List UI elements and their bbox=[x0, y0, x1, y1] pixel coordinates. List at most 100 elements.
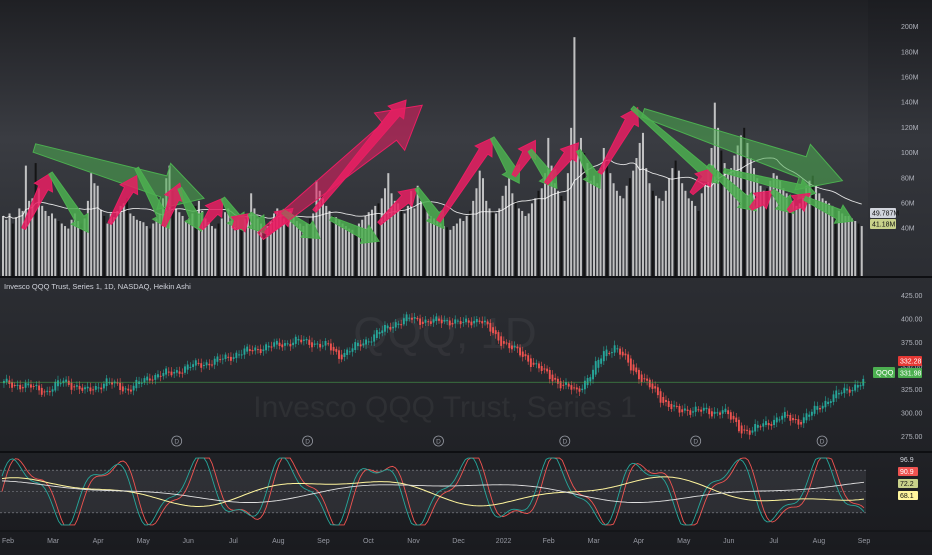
candle-body bbox=[38, 385, 41, 391]
symbol-badge-text: QQQ bbox=[876, 368, 894, 377]
candle-body bbox=[400, 324, 403, 326]
volume-bar bbox=[785, 193, 788, 276]
candle-body bbox=[681, 409, 684, 413]
dividend-marker[interactable] bbox=[559, 435, 571, 447]
candle-body bbox=[416, 317, 419, 320]
volume-bar bbox=[109, 213, 112, 276]
volume-bar bbox=[348, 228, 351, 276]
volume-bar bbox=[184, 221, 187, 276]
volume-bar bbox=[31, 198, 34, 276]
candle-body bbox=[813, 405, 816, 414]
time-axis-tick: Sep bbox=[317, 538, 330, 545]
dividend-marker[interactable] bbox=[816, 435, 828, 447]
candle-body bbox=[621, 351, 624, 356]
volume-bar bbox=[423, 205, 426, 276]
candle-body bbox=[456, 320, 459, 322]
volume-bar bbox=[465, 215, 468, 276]
candle-body bbox=[432, 319, 435, 323]
price-axis-tick: 300.00 bbox=[901, 410, 923, 417]
candle-body bbox=[608, 352, 611, 354]
dividend-marker[interactable] bbox=[690, 435, 702, 447]
volume-bar bbox=[847, 215, 850, 276]
candle-body bbox=[351, 348, 354, 352]
candle-body bbox=[427, 321, 430, 323]
volume-bar bbox=[632, 170, 635, 276]
volume-bar bbox=[782, 188, 785, 276]
up-trend-arrow bbox=[107, 174, 139, 226]
dividend-marker-label: D bbox=[174, 439, 179, 446]
volume-bar bbox=[690, 200, 693, 276]
candle-body bbox=[859, 385, 862, 387]
down-trend-arrow bbox=[641, 107, 844, 191]
stoch-signal-line bbox=[1, 476, 865, 507]
candle-body bbox=[229, 356, 232, 361]
candle-body bbox=[394, 322, 397, 328]
candle-body bbox=[538, 363, 540, 369]
price-axis-tick: 350.00 bbox=[901, 363, 923, 370]
dividend-marker-label: D bbox=[436, 439, 441, 446]
chart-legend-title[interactable]: Invesco QQQ Trust, Series 1, 1D, NASDAQ,… bbox=[4, 282, 191, 291]
volume-bar bbox=[592, 175, 596, 276]
candle-body bbox=[243, 348, 246, 355]
volume-bar bbox=[795, 205, 798, 276]
candle-body bbox=[589, 377, 592, 382]
up-trend-arrow bbox=[21, 172, 54, 231]
candle-body bbox=[94, 386, 97, 390]
candle-body bbox=[116, 382, 119, 384]
volume-bar bbox=[475, 188, 478, 276]
volume-bar bbox=[550, 165, 553, 276]
candle-body bbox=[573, 387, 576, 389]
candle-body bbox=[384, 325, 386, 332]
candle-body bbox=[837, 393, 840, 395]
volume-bar bbox=[436, 221, 439, 276]
candle-body bbox=[678, 406, 681, 413]
candle-body bbox=[11, 382, 13, 388]
up-trend-arrow bbox=[312, 99, 407, 213]
price-pane[interactable]: QQQ, 1D Invesco QQQ Trust, Series 1 425.… bbox=[0, 282, 923, 447]
volume-bar bbox=[544, 173, 547, 276]
volume-bar bbox=[384, 188, 387, 276]
candle-body bbox=[294, 336, 297, 344]
candle-body bbox=[467, 320, 470, 323]
volume-bar bbox=[86, 200, 89, 276]
candle-body bbox=[638, 369, 640, 380]
candle-body bbox=[70, 382, 73, 390]
volume-bar bbox=[286, 215, 289, 276]
stochastic-pane[interactable]: 96.9 90.9 72.2 68.1 bbox=[0, 455, 918, 526]
candle-body bbox=[562, 384, 565, 386]
candle-body bbox=[92, 389, 95, 391]
volume-bar bbox=[240, 215, 243, 276]
stoch-d-line bbox=[1, 457, 865, 526]
dividend-marker[interactable] bbox=[302, 435, 314, 447]
volume-bar bbox=[844, 215, 847, 276]
volume-bar bbox=[331, 215, 334, 276]
volume-bar bbox=[73, 213, 76, 276]
volume-bar bbox=[54, 218, 57, 276]
candle-body bbox=[770, 424, 773, 426]
up-trend-arrow bbox=[230, 212, 251, 233]
volume-bar bbox=[821, 198, 824, 276]
candle-body bbox=[832, 394, 835, 402]
candle-body bbox=[743, 429, 746, 431]
volume-bar bbox=[204, 218, 207, 276]
candle-body bbox=[665, 399, 667, 402]
volume-bar bbox=[2, 215, 5, 276]
time-axis[interactable]: Feb Mar Apr May Jun Jul Aug Sep Oct Nov Dec 2022 Feb… bbox=[2, 538, 870, 545]
candle-body bbox=[854, 384, 857, 391]
volume-bar bbox=[37, 188, 40, 276]
candle-body bbox=[219, 359, 222, 361]
candle-body bbox=[624, 353, 627, 356]
candle-body bbox=[719, 412, 721, 415]
candle-body bbox=[316, 343, 319, 345]
dividend-marker[interactable] bbox=[171, 435, 183, 447]
volume-bar bbox=[129, 213, 132, 276]
candle-body bbox=[440, 319, 443, 324]
volume-bar bbox=[710, 147, 713, 276]
volume-bar bbox=[341, 223, 344, 276]
dividend-marker[interactable] bbox=[433, 435, 444, 447]
candle-body bbox=[362, 343, 365, 346]
volume-bar bbox=[188, 218, 191, 276]
up-trend-arrow bbox=[543, 142, 580, 186]
